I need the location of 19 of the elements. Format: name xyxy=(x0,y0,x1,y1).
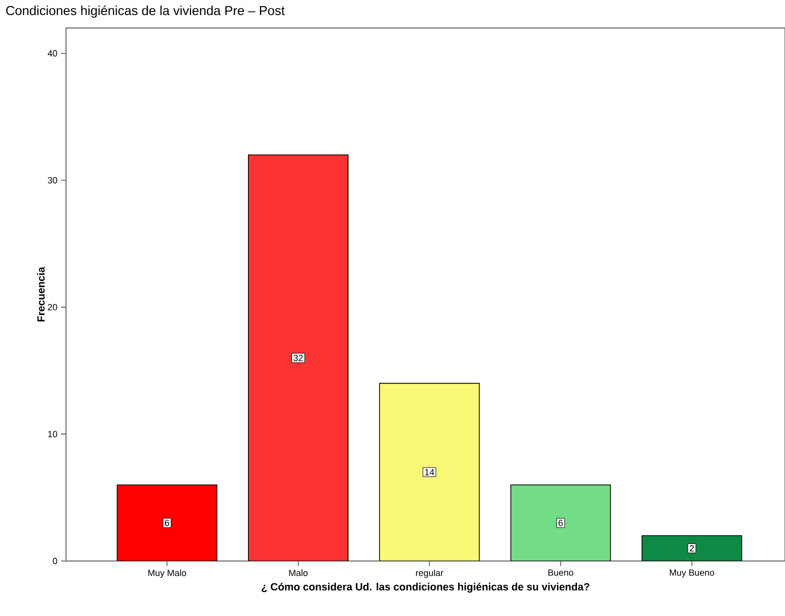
x-tick-label: Bueno xyxy=(548,570,574,576)
data-label: 14 xyxy=(425,469,434,476)
data-label: 2 xyxy=(690,545,694,552)
x-tick-label: Muy Malo xyxy=(148,570,186,578)
y-axis-title: Frecuencia xyxy=(36,266,45,322)
y-tick-label: 20 xyxy=(48,304,58,310)
x-tick-label: regular xyxy=(416,570,444,578)
chart-title: Condiciones higiénicas de la vivienda Pre – Post xyxy=(6,6,285,18)
data-label: 32 xyxy=(294,354,303,362)
y-tick-label: 10 xyxy=(48,430,58,438)
x-tick-label: Muy Bueno xyxy=(670,570,714,578)
data-label: 6 xyxy=(558,520,563,526)
y-tick-label: 30 xyxy=(48,177,58,184)
x-tick-label: Malo xyxy=(289,570,308,576)
x-axis-title: ¿ Cómo considera Ud. las condiciones higiénicas de su vivienda? xyxy=(262,582,590,593)
bar xyxy=(510,484,611,561)
y-tick-label: 40 xyxy=(48,50,58,57)
y-tick-label: 0 xyxy=(52,558,58,564)
data-label: 6 xyxy=(164,520,170,526)
